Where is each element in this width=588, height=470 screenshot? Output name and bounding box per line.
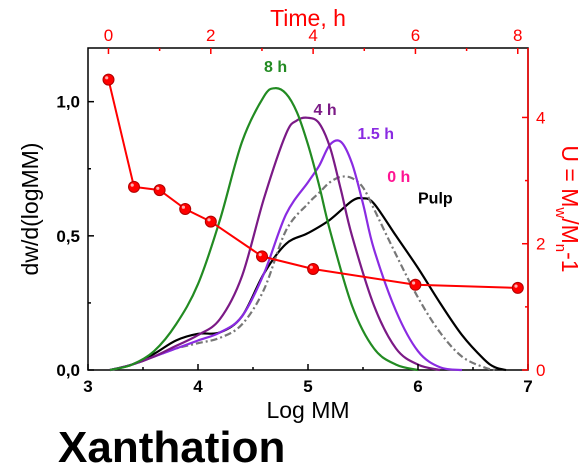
y-tick-label-2: 1,0 [56, 93, 80, 112]
series-layer [109, 87, 507, 372]
plot-area: 3 4 5 6 7 0,0 0,5 1,0 0 2 4 6 8 0 2 4 8 h 4 h 1.5 h 0 h Pul… [56, 26, 545, 396]
annotation-1: 4 h [314, 102, 337, 119]
u-series-layer [102, 73, 524, 294]
top-x-tick-label-3: 6 [411, 26, 420, 45]
u-point-highlight-1 [130, 183, 134, 187]
u-point-4 [204, 215, 217, 228]
u-point-highlight-4 [207, 218, 211, 222]
u-point-highlight-3 [181, 205, 185, 209]
series-line-8-h [109, 87, 419, 372]
top-x-tick-label-4: 8 [513, 26, 522, 45]
u-point-7 [409, 278, 422, 291]
annotation-2: 1.5 h [358, 126, 394, 143]
u-point-5 [256, 250, 268, 263]
plot-frame [87, 47, 529, 371]
right-y-axis-title-part-2: /M [557, 218, 583, 244]
chart-title: Xanthation [58, 423, 285, 470]
y-tick-label-0: 0,0 [56, 361, 80, 380]
top-x-tick-label-0: 0 [104, 26, 113, 45]
y-tick-label-1: 0,5 [56, 227, 80, 246]
top-x-tick-label-1: 2 [206, 26, 215, 45]
x-tick-label-3: 6 [413, 377, 422, 396]
x-tick-label-1: 4 [193, 377, 203, 396]
annotation-4: Pulp [418, 191, 453, 208]
right-y-tick-label-1: 2 [536, 235, 545, 254]
u-point-highlight-5 [258, 253, 262, 257]
u-point-highlight-7 [412, 281, 416, 285]
u-point-6 [307, 263, 320, 275]
u-point-8 [511, 281, 524, 294]
u-point-highlight-2 [156, 186, 160, 190]
y-axis-title: dw/d(logMM) [17, 143, 43, 276]
ticks-layer: 3 4 5 6 7 0,0 0,5 1,0 0 2 4 6 8 0 2 4 [56, 26, 545, 396]
u-point-0 [102, 73, 115, 86]
series-line-pulp [109, 196, 507, 372]
top-x-axis-title: Time, h [270, 5, 346, 31]
x-axis-title: Log MM [266, 397, 349, 423]
x-tick-label-4: 7 [523, 377, 532, 396]
u-point-highlight-6 [309, 265, 313, 269]
annotation-layer: 8 h 4 h 1.5 h 0 h Pulp [264, 59, 453, 207]
annotation-0: 8 h [264, 59, 287, 76]
u-point-highlight-8 [514, 284, 518, 288]
right-y-axis-title-part-3: -1 [557, 252, 583, 272]
right-y-axis-title-sub-n: n [552, 244, 569, 252]
right-y-axis-title-sub-w: w [552, 206, 569, 218]
u-point-highlight-0 [105, 76, 109, 80]
right-y-axis-title-part-1: U = M [557, 145, 583, 207]
annotation-3: 0 h [387, 169, 410, 186]
right-y-tick-label-0: 0 [536, 361, 545, 380]
right-y-tick-label-2: 4 [536, 108, 545, 127]
x-tick-label-2: 5 [303, 377, 312, 396]
u-point-3 [179, 203, 192, 215]
right-y-axis-title: U = Mw/Mn-1 [552, 145, 583, 272]
top-x-tick-label-2: 4 [308, 26, 317, 45]
x-tick-label-0: 3 [83, 377, 92, 396]
u-point-2 [153, 184, 166, 197]
series-line-4-h [109, 116, 441, 372]
u-point-1 [128, 180, 140, 193]
